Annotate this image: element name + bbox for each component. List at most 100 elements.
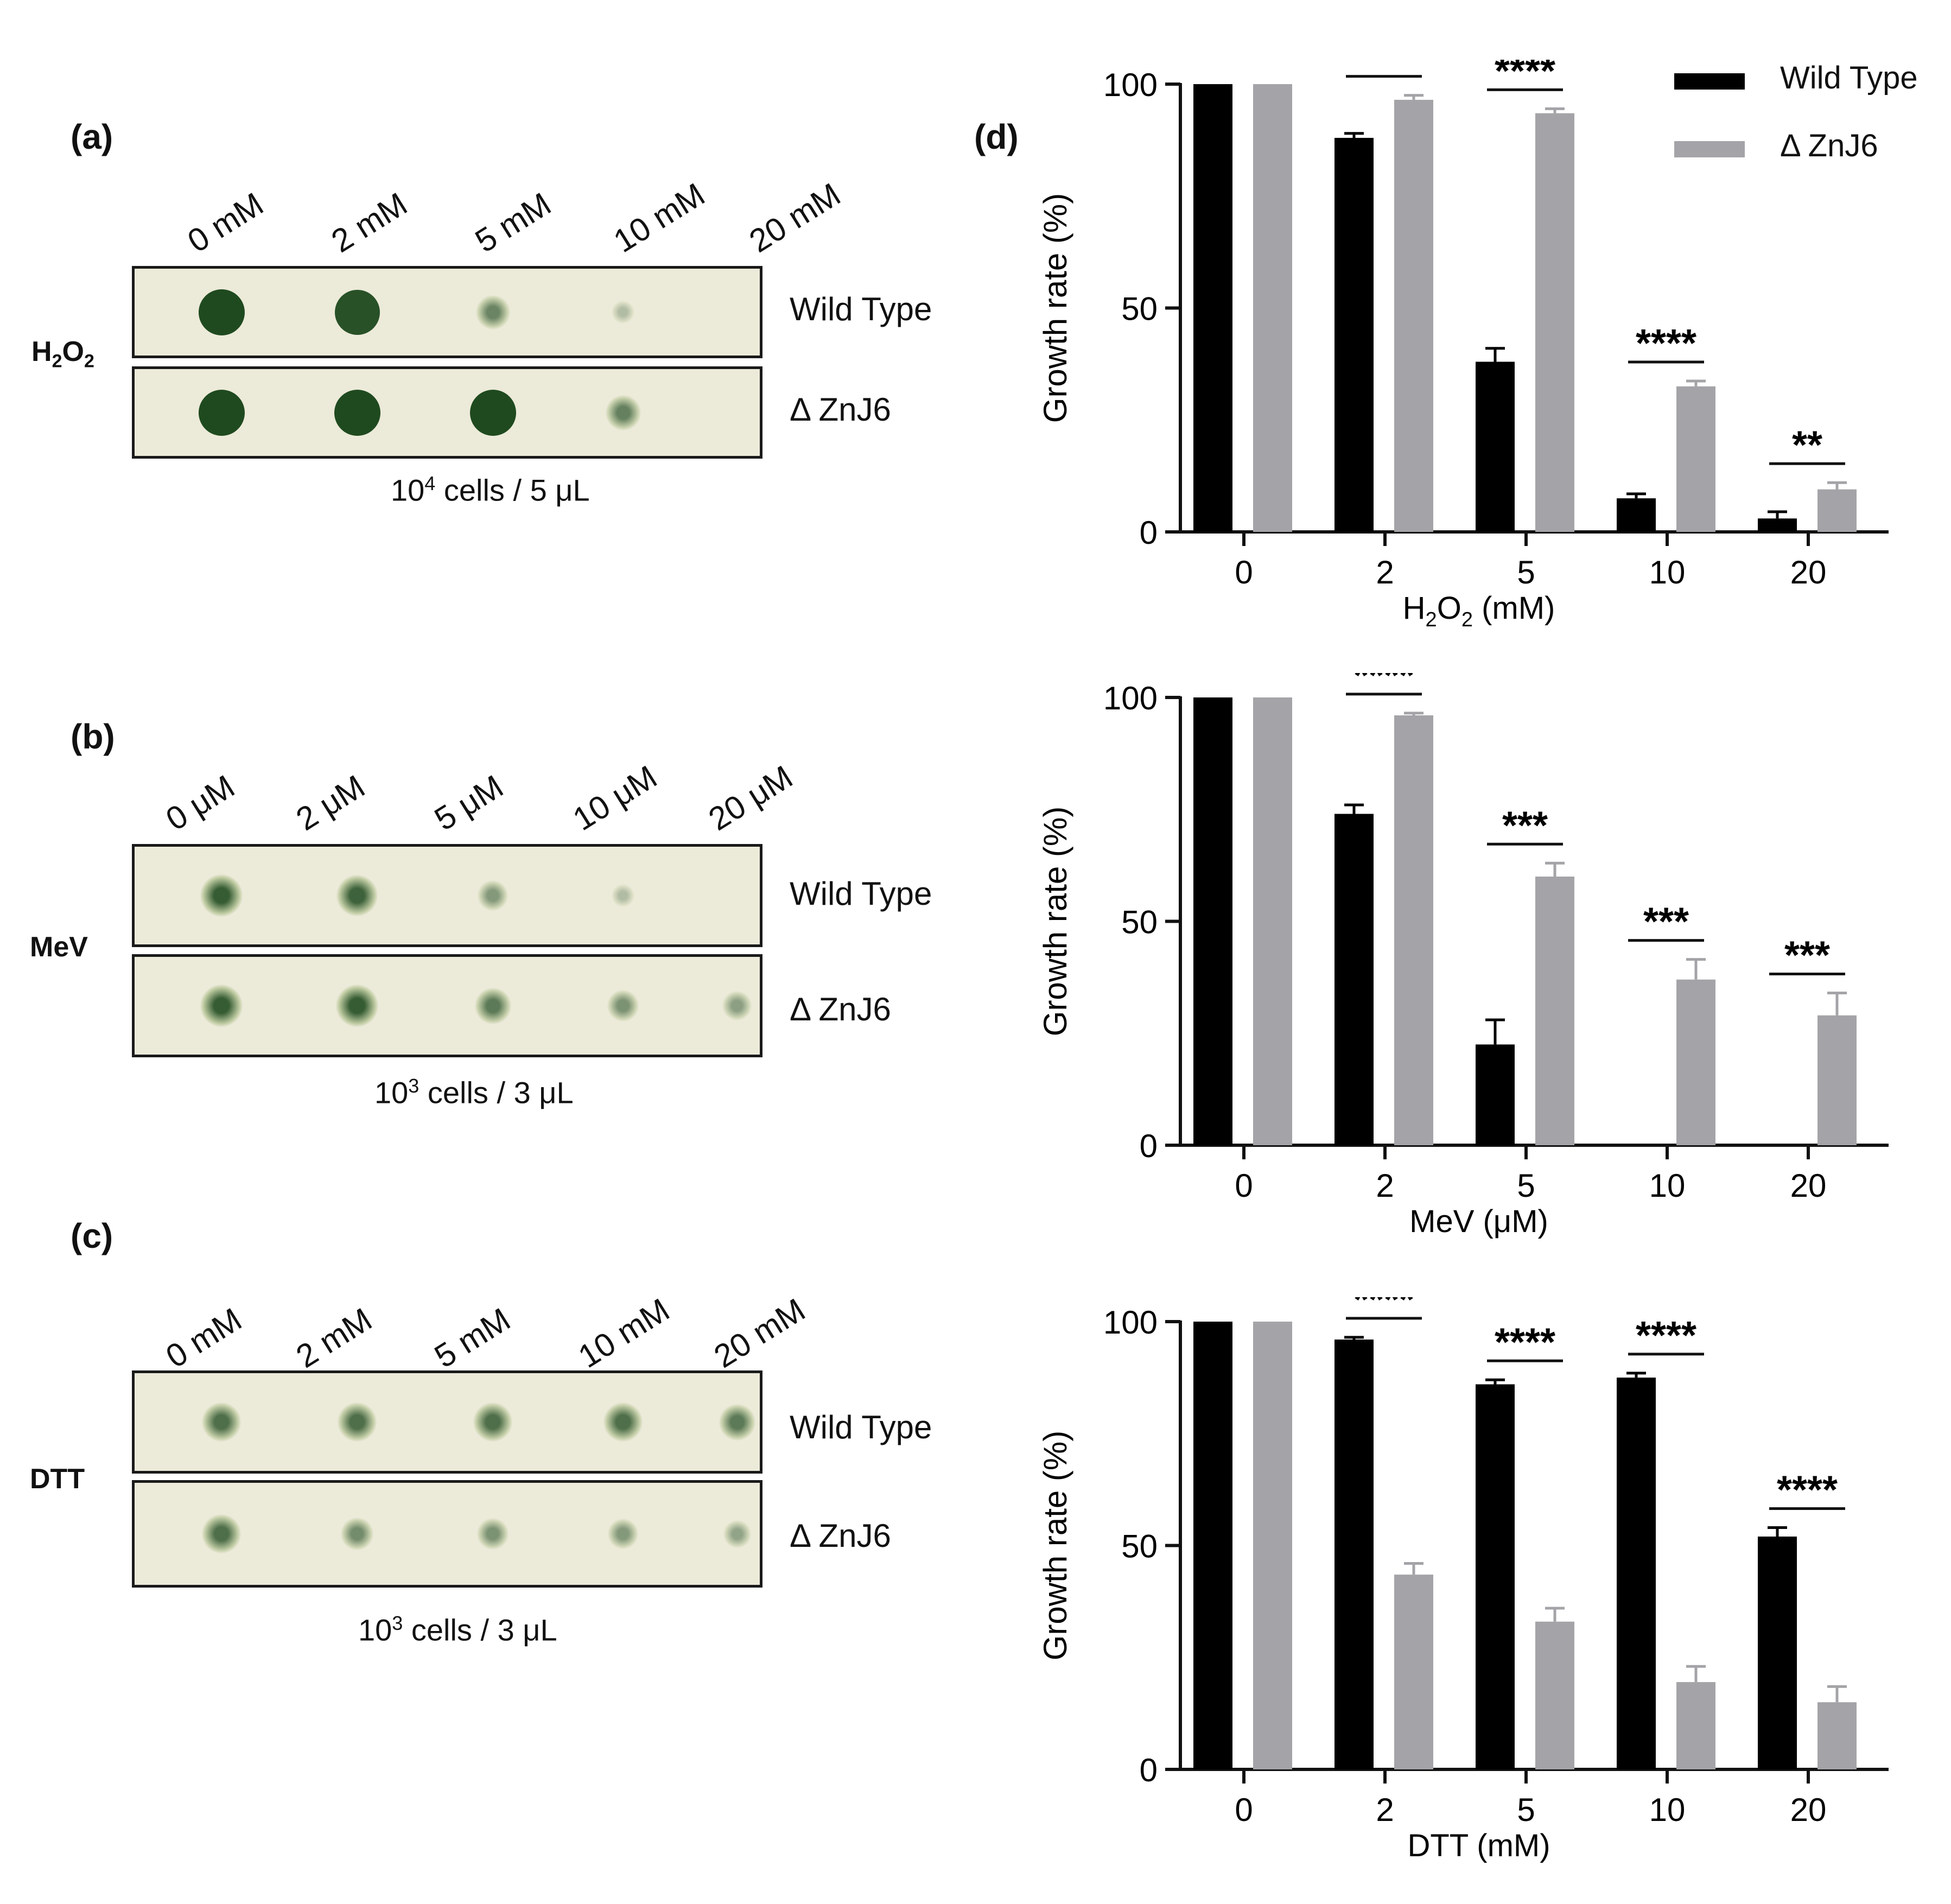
colony-spot (202, 1402, 241, 1442)
significance-stars: **** (1353, 673, 1414, 697)
panel-label-b: (b) (71, 717, 115, 756)
plate-wild-type-dtt (132, 1370, 762, 1474)
y-tick-label: 100 (1103, 680, 1158, 716)
bar-wild-type (1476, 1384, 1515, 1769)
colony-spot (605, 395, 641, 430)
x-tick-label: 20 (1790, 554, 1827, 591)
x-axis-label: DTT (mM) (1407, 1828, 1550, 1863)
bar-wild-type (1193, 697, 1232, 1145)
y-axis-label: Growth rate (%) (1037, 193, 1073, 423)
concentration-label: 20 mM (742, 176, 847, 260)
colony-spot (200, 985, 243, 1027)
colony-spot (603, 1402, 643, 1442)
x-tick-label: 10 (1649, 1792, 1686, 1828)
bar-znj6 (1676, 1682, 1715, 1769)
significance-stars: **** (1636, 1314, 1696, 1357)
bar-wild-type (1758, 1537, 1797, 1769)
plate-znj6-h2o2 (132, 366, 762, 459)
growth-rate-chart-h2o2: 0 50 100 Growth rate (%) 0 2 *** 5 **** 10 **** 20 *… (1037, 60, 1889, 631)
significance-stars: *** (1361, 60, 1407, 80)
concentration-label: 10 μM (566, 758, 663, 838)
colony-spot (474, 987, 511, 1024)
bar-wild-type (1334, 1340, 1374, 1769)
bar-znj6 (1394, 99, 1433, 532)
bar-wild-type (1617, 498, 1656, 532)
significance-stars: **** (1495, 60, 1555, 93)
legend-label-znj6: Δ ZnJ6 (1780, 128, 1878, 163)
x-tick-label: 10 (1649, 554, 1686, 591)
colony-spot (477, 1518, 509, 1550)
reagent-label-h2o2: H2O2 (31, 336, 94, 372)
concentration-label: 10 mM (607, 176, 711, 260)
colony-spot (334, 289, 380, 335)
colony-spot (336, 985, 378, 1027)
colony-spot (338, 1402, 377, 1442)
y-tick-label: 0 (1140, 1128, 1158, 1164)
strain-label-znj6: Δ ZnJ6 (790, 1518, 891, 1554)
significance-stars: *** (1643, 900, 1689, 944)
colony-spot (723, 1520, 751, 1548)
colony-spot (198, 289, 245, 335)
chart-legend: Wild Type Δ ZnJ6 (1674, 60, 1935, 179)
x-tick-label: 20 (1790, 1792, 1827, 1828)
y-tick-label: 50 (1121, 904, 1158, 941)
y-tick-label: 100 (1103, 1304, 1158, 1341)
bar-znj6 (1253, 84, 1292, 532)
legend-swatch-znj6 (1674, 141, 1745, 157)
y-axis-label: Growth rate (%) (1037, 807, 1073, 1036)
concentration-label: 10 mM (571, 1291, 676, 1375)
colony-spot (200, 874, 243, 917)
colony-spot (719, 1404, 755, 1440)
x-axis-label: MeV (μM) (1409, 1204, 1548, 1239)
bar-wild-type (1476, 361, 1515, 532)
strain-label-wild-type: Wild Type (790, 1409, 932, 1445)
colony-spot (336, 875, 378, 916)
bar-znj6 (1535, 113, 1574, 532)
x-axis-label: H2O2 (mM) (1403, 591, 1555, 631)
plate-wild-type-h2o2 (132, 266, 762, 358)
cell-density-caption-a: 104 cells / 5 μL (391, 472, 590, 507)
bar-znj6 (1817, 1015, 1857, 1145)
y-tick-label: 50 (1121, 1528, 1158, 1565)
y-tick-label: 0 (1140, 1752, 1158, 1788)
concentration-label: 2 μM (289, 768, 371, 838)
significance-stars: **** (1636, 322, 1696, 365)
bar-znj6 (1676, 979, 1715, 1145)
y-tick-label: 100 (1103, 67, 1158, 103)
bar-znj6 (1253, 697, 1292, 1145)
y-tick-label: 50 (1121, 291, 1158, 327)
strain-label-wild-type: Wild Type (790, 875, 932, 912)
strain-label-znj6: Δ ZnJ6 (790, 991, 891, 1027)
y-axis-label: Growth rate (%) (1037, 1431, 1073, 1660)
significance-stars: **** (1777, 1469, 1838, 1512)
x-tick-label: 20 (1790, 1167, 1827, 1204)
concentration-label: 0 μM (159, 768, 241, 838)
plate-wild-type-mev (132, 844, 762, 947)
cell-density-caption-b: 103 cells / 3 μL (374, 1075, 574, 1110)
significance-stars: *** (1502, 804, 1548, 847)
reagent-label-dtt: DTT (30, 1463, 85, 1495)
bar-znj6 (1676, 386, 1715, 532)
x-tick-label: 0 (1235, 1792, 1253, 1828)
bar-znj6 (1535, 877, 1574, 1145)
colony-spot (612, 301, 634, 323)
colony-spot (341, 1518, 373, 1550)
concentration-label: 2 mM (289, 1300, 378, 1375)
panel-label-d: (d) (974, 117, 1019, 156)
cell-density-caption-c: 103 cells / 3 μL (358, 1612, 557, 1647)
colony-spot (612, 884, 634, 907)
bar-znj6 (1535, 1621, 1574, 1769)
x-tick-label: 5 (1517, 554, 1535, 591)
concentration-label: 5 μM (428, 768, 510, 838)
concentration-label: 2 mM (325, 185, 414, 260)
bar-znj6 (1817, 489, 1857, 532)
colony-spot (607, 990, 639, 1021)
bar-wild-type (1193, 84, 1232, 532)
x-tick-label: 5 (1517, 1792, 1535, 1828)
x-tick-label: 2 (1376, 1792, 1394, 1828)
concentration-label: 5 mM (468, 185, 557, 260)
bar-znj6 (1817, 1702, 1857, 1769)
x-tick-label: 0 (1235, 1167, 1253, 1204)
bar-wild-type (1758, 518, 1797, 532)
bar-wild-type (1617, 1378, 1656, 1769)
